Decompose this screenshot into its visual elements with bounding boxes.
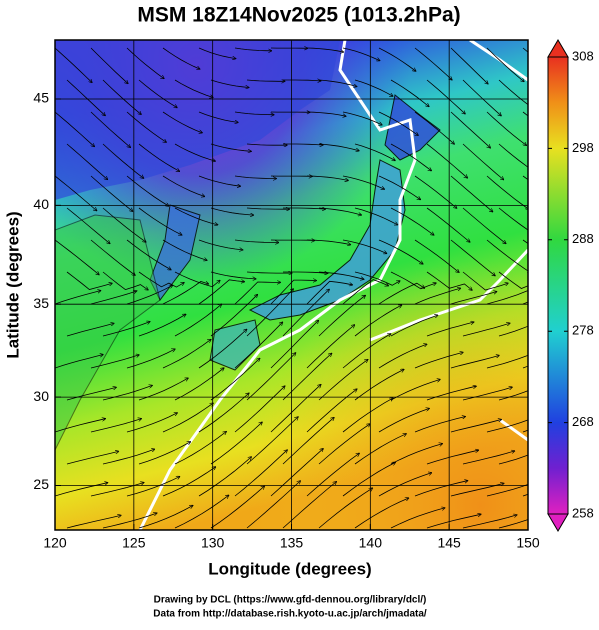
y-tick-label: 35 <box>33 295 49 311</box>
credit-line: Drawing by DCL (https://www.gfd-dennou.o… <box>154 595 427 606</box>
x-tick-label: 150 <box>516 535 540 551</box>
map-field <box>55 40 589 530</box>
x-axis-label: Longitude (degrees) <box>208 559 371 578</box>
title: MSM 18Z14Nov2025 (1013.2hPa) <box>137 4 460 27</box>
colorbar-tick-label: 288 <box>572 231 594 246</box>
y-tick-label: 25 <box>33 476 49 492</box>
x-tick-label: 125 <box>122 535 146 551</box>
x-tick-label: 120 <box>43 535 67 551</box>
x-tick-label: 145 <box>437 535 461 551</box>
colorbar-tick-label: 278 <box>572 323 594 338</box>
colorbar-tick-label: 308 <box>572 48 594 63</box>
credit-line: Data from http://database.rish.kyoto-u.a… <box>153 609 427 620</box>
y-tick-label: 40 <box>33 196 49 212</box>
colorbar-tick-label: 298 <box>572 140 594 155</box>
colorbar <box>548 57 568 514</box>
colorbar-tick-label: 258 <box>572 505 594 520</box>
x-tick-label: 140 <box>359 535 383 551</box>
y-tick-label: 45 <box>33 90 49 106</box>
colorbar-bottom-cap <box>548 514 568 531</box>
colorbar-top-cap <box>548 40 568 57</box>
x-tick-label: 135 <box>280 535 304 551</box>
colorbar-tick-label: 268 <box>572 414 594 429</box>
x-tick-label: 130 <box>201 535 225 551</box>
y-axis-label: Latitude (degrees) <box>3 211 22 358</box>
y-tick-label: 30 <box>33 388 49 404</box>
